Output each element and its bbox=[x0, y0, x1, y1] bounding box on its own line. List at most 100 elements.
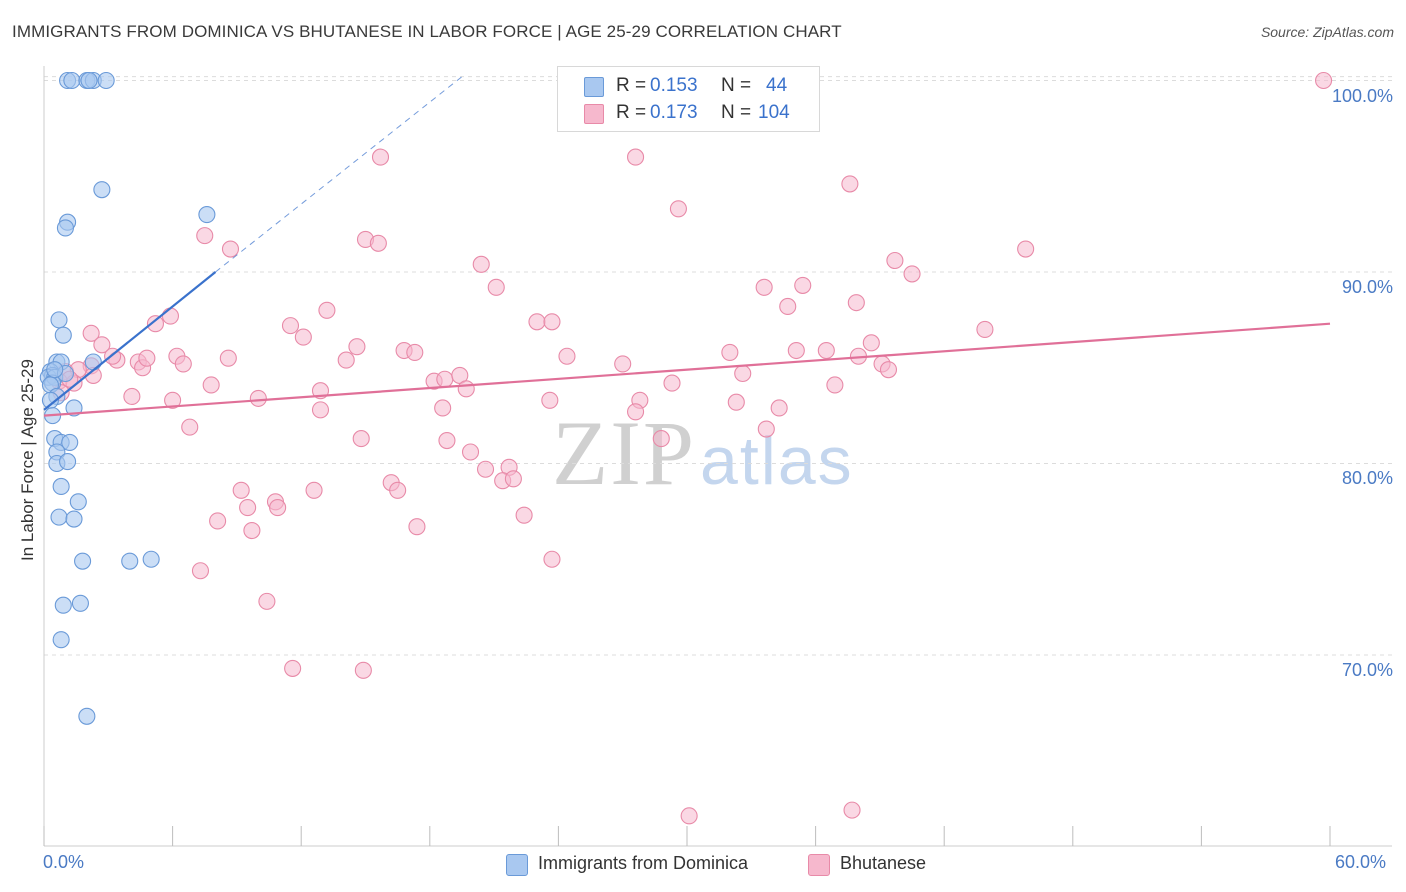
legend-n-label: N = bbox=[721, 75, 752, 96]
bhutanese-point bbox=[249, 389, 267, 407]
bhutanese-point bbox=[352, 430, 370, 448]
bhutanese-point bbox=[146, 315, 165, 333]
dominica-point bbox=[50, 311, 68, 329]
legend-label-bhutanese: Bhutanese bbox=[840, 853, 927, 873]
bhutanese-point bbox=[281, 317, 300, 335]
bhutanese-point bbox=[354, 661, 372, 679]
dominica-point bbox=[65, 510, 83, 528]
bhutanese-point bbox=[389, 481, 407, 499]
bhutanese-point bbox=[504, 470, 522, 488]
dominica-point bbox=[54, 326, 72, 344]
bhutanese-point bbox=[161, 307, 180, 325]
bhutanese-point bbox=[138, 349, 156, 367]
bhutanese-point bbox=[543, 313, 561, 331]
legend-r-value: 0.173 bbox=[650, 102, 698, 123]
y-tick-label-80: 80.0% bbox=[1341, 468, 1393, 488]
bhutanese-point bbox=[755, 278, 773, 296]
bhutanese-point bbox=[487, 278, 505, 296]
bhutanese-point bbox=[318, 301, 336, 319]
bhutanese-point bbox=[627, 148, 645, 166]
legend-swatch-bhutanese bbox=[808, 854, 830, 876]
y-tick-label-90: 90.0% bbox=[1341, 277, 1393, 297]
bhutanese-point bbox=[614, 355, 632, 373]
watermark-zip: ZIP bbox=[552, 402, 696, 504]
dominica-point bbox=[97, 71, 115, 90]
legend-n-value: 104 bbox=[758, 102, 790, 123]
bhutanese-point bbox=[787, 341, 805, 360]
correlation-legend: R = 0.153 N = 44 R = 0.173 N = 104 bbox=[557, 66, 820, 132]
bhutanese-point bbox=[826, 376, 844, 394]
dominica-point bbox=[74, 552, 92, 570]
bhutanese-point bbox=[371, 148, 390, 166]
y-tick-label-100: 100.0% bbox=[1331, 86, 1393, 106]
bhutanese-point bbox=[843, 801, 861, 819]
legend-label-dominica: Immigrants from Dominica bbox=[538, 853, 749, 873]
bhutanese-point bbox=[779, 297, 797, 316]
bhutanese-point bbox=[219, 349, 237, 367]
bhutanese-point bbox=[652, 430, 670, 448]
bhutanese-point bbox=[727, 393, 745, 411]
legend-swatch-dominica bbox=[506, 854, 528, 876]
legend-r-label: R = bbox=[616, 102, 647, 123]
bhutanese-point bbox=[209, 512, 227, 530]
bhutanese-point bbox=[348, 338, 366, 356]
bhutanese-point bbox=[294, 328, 312, 346]
dominica-point bbox=[52, 477, 70, 496]
bhutanese-point bbox=[770, 399, 788, 417]
bhutanese-point bbox=[202, 376, 220, 394]
bhutanese-point bbox=[879, 361, 898, 379]
dominica-point bbox=[198, 206, 216, 224]
bhutanese-point bbox=[196, 227, 214, 245]
bhutanese-point bbox=[305, 481, 323, 499]
legend-r-value: 0.153 bbox=[650, 75, 698, 96]
bhutanese-point bbox=[406, 343, 424, 361]
bhutanese-point bbox=[627, 403, 645, 421]
source-label: Source: ZipAtlas.com bbox=[1260, 24, 1394, 40]
bhutanese-point bbox=[663, 374, 681, 392]
bhutanese-point bbox=[258, 592, 276, 610]
dominica-point bbox=[65, 399, 83, 417]
dominica-point bbox=[56, 219, 74, 237]
dominica-point bbox=[63, 71, 81, 90]
bhutanese-point bbox=[369, 234, 387, 252]
x-tick-label-max: 60.0% bbox=[1335, 852, 1387, 872]
x-tick-label-min: 0.0% bbox=[43, 852, 85, 872]
bhutanese-point bbox=[976, 320, 994, 339]
bhutanese-point bbox=[847, 294, 865, 312]
bhutanese-point bbox=[239, 498, 257, 517]
dominica-point bbox=[46, 361, 64, 379]
bhutanese-point bbox=[1315, 71, 1333, 90]
legend-n-value: 44 bbox=[766, 75, 788, 96]
legend-swatch-dominica bbox=[584, 77, 604, 97]
dominica-point bbox=[59, 453, 77, 471]
bhutanese-point bbox=[543, 550, 561, 568]
legend-n-label: N = bbox=[721, 102, 752, 123]
bhutanese-point bbox=[93, 336, 111, 354]
dominica-point bbox=[142, 550, 160, 568]
bhutanese-point bbox=[408, 518, 426, 536]
legend-row-bhutanese: R = 0.173 N = 104 bbox=[558, 100, 819, 127]
bhutanese-point bbox=[123, 387, 141, 406]
legend-swatch-bhutanese bbox=[584, 104, 604, 124]
dominica-point bbox=[52, 631, 70, 649]
dominica-point bbox=[61, 433, 79, 451]
bhutanese-point bbox=[311, 401, 330, 419]
dominica-point bbox=[54, 596, 72, 614]
bhutanese-point bbox=[886, 251, 904, 270]
bhutanese-point bbox=[164, 391, 182, 409]
bhutanese-point bbox=[232, 481, 250, 499]
bhutanese-point bbox=[903, 265, 921, 283]
dominica-point bbox=[78, 707, 96, 725]
bhutanese-point bbox=[794, 276, 812, 294]
bhutanese-point bbox=[337, 351, 355, 369]
legend-row-dominica: R = 0.153 N = 44 bbox=[558, 73, 819, 100]
dominica-point bbox=[80, 71, 98, 90]
bhutanese-point bbox=[541, 391, 559, 409]
bhutanese-point bbox=[472, 255, 490, 273]
bhutanese-point bbox=[515, 506, 533, 524]
dominica-point bbox=[93, 181, 111, 199]
bhutanese-point bbox=[461, 443, 480, 461]
watermark-atlas: atlas bbox=[700, 423, 854, 499]
bhutanese-point bbox=[82, 324, 100, 342]
